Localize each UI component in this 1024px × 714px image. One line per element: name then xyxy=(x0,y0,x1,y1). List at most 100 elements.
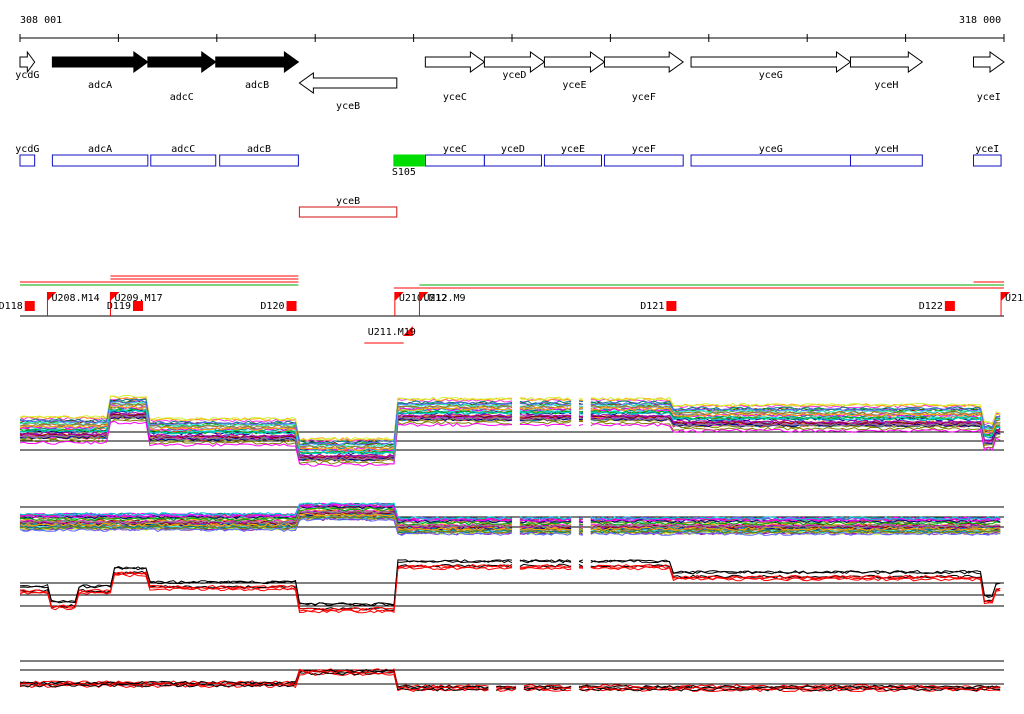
expression-trace xyxy=(578,518,584,521)
start-coordinate: 308 001 xyxy=(20,15,62,26)
expression-trace xyxy=(519,531,572,536)
expression-trace xyxy=(19,566,513,614)
expression-trace xyxy=(19,502,513,520)
expression-trace xyxy=(19,515,513,534)
expression-trace xyxy=(519,523,572,528)
expression-trace xyxy=(519,559,572,563)
expression-trace xyxy=(523,687,572,692)
expression-trace xyxy=(519,564,572,568)
expression-trace xyxy=(519,567,572,571)
expression-trace xyxy=(590,410,1001,436)
annotation-label-yceE: yceE xyxy=(561,144,585,155)
expression-trace xyxy=(519,559,572,564)
marker-label-D122: D122 xyxy=(919,301,943,312)
marker-label-D121: D121 xyxy=(640,301,664,312)
expression-trace xyxy=(590,421,1001,449)
gene-label-adcA: adcA xyxy=(88,80,112,91)
annotation-label-adcC: adcC xyxy=(171,144,195,155)
expression-trace xyxy=(578,517,584,520)
marker-flag-U210.M12 xyxy=(394,292,404,301)
expression-trace xyxy=(578,686,1001,691)
marker-flag-U209.M17 xyxy=(110,292,120,301)
gene-arrow-adcA xyxy=(51,51,149,73)
marker-block-D118 xyxy=(24,301,35,311)
annotation-box-yceC xyxy=(424,154,485,167)
expression-trace xyxy=(590,422,1001,452)
marker-label-D120: D120 xyxy=(260,301,284,312)
gene-arrow-yceG xyxy=(690,51,852,73)
expression-trace xyxy=(590,398,1001,426)
expression-trace xyxy=(590,396,1001,425)
gene-arrow-adcC xyxy=(147,51,217,73)
expression-trace xyxy=(519,396,572,401)
expression-trace xyxy=(578,400,584,403)
expression-trace xyxy=(519,518,572,522)
expression-trace xyxy=(519,411,572,416)
expression-trace xyxy=(19,411,513,458)
expression-trace xyxy=(578,405,584,407)
expression-trace xyxy=(578,565,584,568)
expression-trace xyxy=(578,532,584,535)
marker-flag-U213.M14 xyxy=(1001,292,1011,301)
expression-trace xyxy=(519,413,572,417)
feature-label-S105: S105 xyxy=(392,167,416,178)
marker-flag-U212.M9 xyxy=(419,292,429,301)
expression-trace xyxy=(19,420,512,467)
expression-trace xyxy=(590,516,1001,521)
annotation-label-yceC: yceC xyxy=(443,144,467,155)
expression-trace xyxy=(590,531,1001,536)
expression-trace xyxy=(519,516,572,521)
expression-trace xyxy=(578,684,1001,689)
marker-flag-U211.M19 xyxy=(402,326,413,336)
annotation-box-yceG xyxy=(690,154,851,167)
expression-trace xyxy=(578,559,584,562)
expression-trace xyxy=(519,524,572,529)
expression-trace xyxy=(590,416,1001,445)
marker-flag-U208.M14 xyxy=(47,292,57,301)
expression-panel-2 xyxy=(19,502,1004,537)
gene-track: ycdG adcA adcC adcB yceB yceC yceD yceE yceF yceG… xyxy=(15,50,1005,112)
gene-arrow-yceC xyxy=(424,51,486,73)
expression-trace xyxy=(19,409,513,455)
annotation-label-yceI: yceI xyxy=(975,144,999,155)
expression-trace xyxy=(496,686,517,691)
expression-trace xyxy=(519,401,572,406)
expression-trace xyxy=(578,526,583,528)
expression-trace xyxy=(590,400,1001,428)
expression-trace xyxy=(19,404,513,451)
gene-arrow-yceH xyxy=(849,51,924,73)
expression-trace xyxy=(19,564,513,612)
expression-trace xyxy=(19,559,513,606)
expression-trace xyxy=(519,517,572,521)
expression-trace xyxy=(19,668,489,689)
annotation-box-yceF xyxy=(603,154,684,167)
expression-trace xyxy=(578,398,583,400)
expression-trace xyxy=(578,534,584,536)
expression-trace xyxy=(590,517,1001,523)
expression-trace xyxy=(590,559,1001,599)
expression-trace xyxy=(519,563,572,568)
expression-trace xyxy=(578,531,584,534)
annotation-label-yceG: yceG xyxy=(759,144,783,155)
annotation-track-forward: ycdG adcA adcC adcB yceC yceD yceE yceF yceG yceH… xyxy=(15,144,1002,178)
expression-trace xyxy=(578,415,584,418)
expression-trace xyxy=(19,563,513,611)
expression-trace xyxy=(590,417,1001,445)
gene-label-adcB: adcB xyxy=(245,80,269,91)
annotation-box-yceI xyxy=(972,154,1002,167)
expression-trace xyxy=(19,399,513,446)
expression-trace xyxy=(578,563,584,567)
expression-trace xyxy=(590,529,1001,535)
marker-label-D118: D118 xyxy=(0,301,23,312)
gene-label-yceF: yceF xyxy=(632,92,656,103)
marker-label-U213.M14: U213.M14 xyxy=(1005,293,1024,304)
expression-trace xyxy=(19,396,513,443)
gene-label-yceB: yceB xyxy=(336,101,360,112)
expression-trace xyxy=(578,520,583,522)
annotation-box-yceH xyxy=(849,154,923,167)
annotation-box-ycdG xyxy=(19,154,36,167)
gene-arrow-ycdG xyxy=(19,50,36,74)
expression-trace xyxy=(590,411,1001,439)
annotation-box-yceB xyxy=(298,206,398,218)
